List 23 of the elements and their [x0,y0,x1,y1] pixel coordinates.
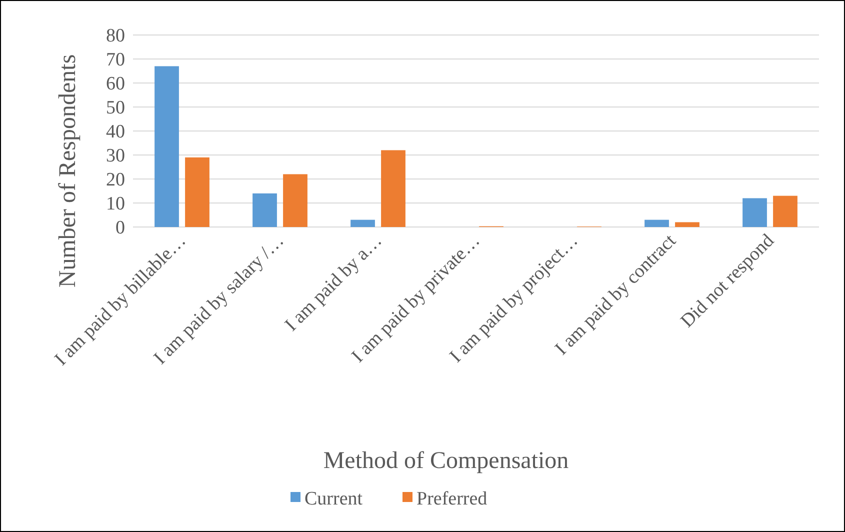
bar [644,220,669,227]
bar [381,150,406,227]
y-tick-label: 10 [106,194,125,215]
y-tick-label: 40 [106,122,125,143]
x-axis-title: Method of Compensation [323,448,569,474]
y-tick-label: 60 [106,74,125,95]
bar [252,193,277,227]
bar [185,157,210,227]
y-tick-label: 20 [106,170,125,191]
y-tick-label: 70 [106,50,125,71]
bar [154,66,179,227]
bar [283,174,308,227]
legend-label: Current [304,488,364,510]
bar [675,222,700,227]
legend-label: Preferred [416,488,488,510]
bar [350,220,375,227]
y-tick-label: 80 [106,26,125,47]
bar [742,198,767,227]
y-tick-label: 50 [106,98,125,119]
y-tick-label: 30 [106,146,125,167]
y-axis-title: Number of Respondents [55,54,81,288]
bar [773,196,798,227]
y-tick-label: 0 [116,218,125,239]
